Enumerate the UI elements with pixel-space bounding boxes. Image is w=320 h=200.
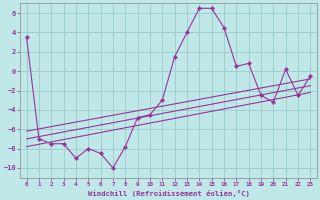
X-axis label: Windchill (Refroidissement éolien,°C): Windchill (Refroidissement éolien,°C) [88,190,249,197]
